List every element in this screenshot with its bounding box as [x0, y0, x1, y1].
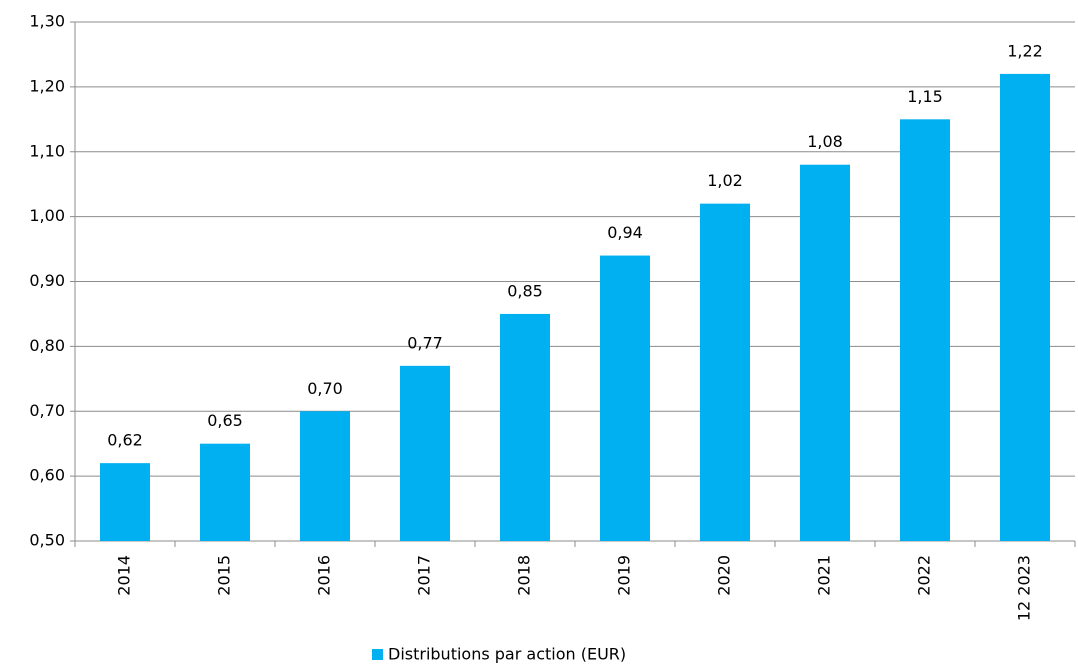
bar — [200, 443, 250, 541]
y-tick-label: 1,00 — [29, 206, 65, 225]
legend-swatch — [372, 649, 383, 660]
value-label: 0,77 — [407, 333, 443, 352]
value-label: 1,15 — [907, 87, 943, 106]
value-label: 0,94 — [607, 223, 643, 242]
legend-label: Distributions par action (EUR) — [388, 645, 626, 664]
x-tick-label: 2014 — [115, 555, 134, 596]
x-tick-label: 12 2023 — [1015, 555, 1034, 621]
value-label: 0,85 — [507, 281, 543, 300]
value-label: 1,08 — [807, 132, 843, 151]
bar — [1000, 73, 1050, 542]
y-tick-label: 0,60 — [29, 466, 65, 485]
value-label: 0,65 — [207, 411, 243, 430]
x-tick-label: 2016 — [315, 555, 334, 596]
value-label: 1,02 — [707, 171, 743, 190]
bar — [500, 313, 550, 541]
bar — [700, 203, 750, 541]
x-tick-label: 2015 — [215, 555, 234, 596]
bar — [400, 365, 450, 541]
y-tick-label: 0,50 — [29, 531, 65, 550]
x-tick-label: 2018 — [515, 555, 534, 596]
x-tick-label: 2022 — [915, 555, 934, 596]
y-tick-label: 0,70 — [29, 401, 65, 420]
value-label: 0,62 — [107, 431, 143, 450]
x-tick-label: 2019 — [615, 555, 634, 596]
y-tick-label: 0,80 — [29, 336, 65, 355]
x-tick-label: 2017 — [415, 555, 434, 596]
bar — [900, 119, 950, 541]
bar — [600, 255, 650, 542]
value-label: 1,22 — [1007, 41, 1043, 60]
bar — [100, 463, 150, 541]
bar — [300, 411, 350, 541]
value-label: 0,70 — [307, 379, 343, 398]
bar — [800, 164, 850, 541]
y-tick-label: 1,20 — [29, 76, 65, 95]
y-tick-label: 1,10 — [29, 141, 65, 160]
x-tick-label: 2020 — [715, 555, 734, 596]
x-tick-label: 2021 — [815, 555, 834, 596]
y-tick-label: 0,90 — [29, 271, 65, 290]
y-tick-label: 1,30 — [29, 12, 65, 31]
